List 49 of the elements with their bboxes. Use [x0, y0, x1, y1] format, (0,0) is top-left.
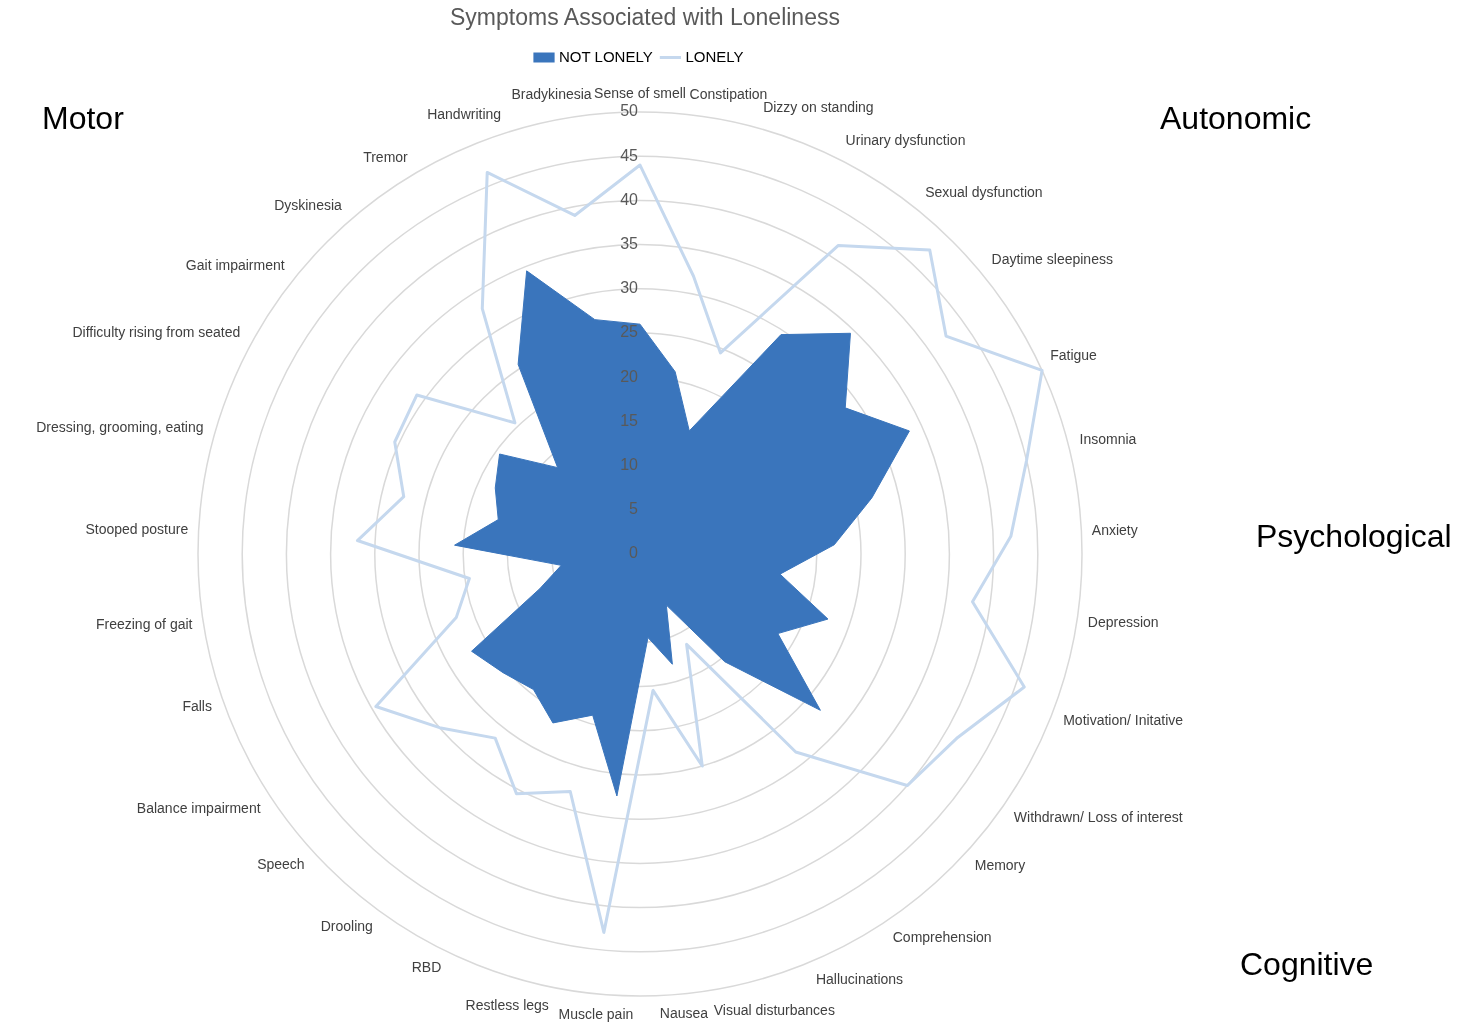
text: Psychological	[1256, 518, 1452, 555]
spoke-label: Motivation/ Initative	[1063, 712, 1184, 729]
spoke-label: Withdrawn/ Loss of interest	[1013, 809, 1183, 826]
text: Motor	[42, 100, 124, 137]
y-tick-label: 40	[620, 190, 639, 208]
spoke-label: Handwriting	[427, 105, 502, 122]
y-tick-label: 35	[620, 235, 639, 253]
y-tick-label: 10	[620, 456, 639, 474]
spoke-label: Memory	[974, 856, 1026, 873]
text: Autonomic	[1160, 100, 1312, 137]
spoke-label: Urinary dysfunction	[845, 131, 966, 148]
spoke-label: Speech	[257, 856, 305, 873]
spoke-label: Hallucinations	[815, 970, 904, 987]
y-tick-label: 5	[629, 500, 639, 518]
spoke-label: Dyskinesia	[274, 196, 343, 213]
spoke-label: Balance impairment	[136, 799, 261, 816]
spoke-label: Visual disturbances	[713, 1002, 835, 1019]
spoke-label: RBD	[411, 958, 442, 975]
spoke-label: Insomnia	[1079, 431, 1137, 448]
spoke-label: Sense of smell	[594, 84, 686, 101]
chart-title: Symptoms Associated with Loneliness	[449, 4, 841, 31]
spoke-label: Nausea	[659, 1005, 709, 1022]
y-tick-label: 45	[620, 146, 639, 164]
spoke-label: Muscle pain	[558, 1006, 634, 1023]
spoke-label: Restless legs	[465, 997, 549, 1014]
spoke-label: Drooling	[320, 917, 373, 934]
y-tick-label: 20	[620, 367, 639, 385]
y-tick-label: 0	[629, 544, 639, 562]
spoke-label: Difficulty rising from seated	[72, 324, 241, 341]
spoke-label: Anxiety	[1091, 522, 1138, 539]
spoke-label: Stooped posture	[85, 520, 189, 537]
spoke-label: Dressing, grooming, eating	[36, 418, 204, 435]
y-tick-label: 30	[620, 279, 639, 297]
spoke-label: Sexual dysfunction	[925, 184, 1043, 201]
spoke-label: Bradykinesia	[511, 85, 592, 102]
spoke-label: Comprehension	[892, 929, 992, 946]
spoke-label: Depression	[1087, 614, 1159, 631]
y-tick-label: 15	[620, 411, 639, 429]
spoke-label: Freezing of gait	[95, 616, 193, 633]
legend-label: LONELY	[685, 47, 744, 65]
spoke-label: Tremor	[363, 148, 409, 165]
y-tick-label: 50	[620, 102, 639, 120]
y-tick-label: 25	[620, 323, 639, 341]
legend-label: NOT LONELY	[559, 47, 653, 65]
spoke-label: Daytime sleepiness	[991, 251, 1113, 268]
text: Cognitive	[1240, 946, 1374, 983]
spoke-label: Falls	[182, 698, 212, 715]
spoke-label: Fatigue	[1050, 346, 1098, 363]
spoke-label: Gait impairment	[185, 256, 285, 273]
